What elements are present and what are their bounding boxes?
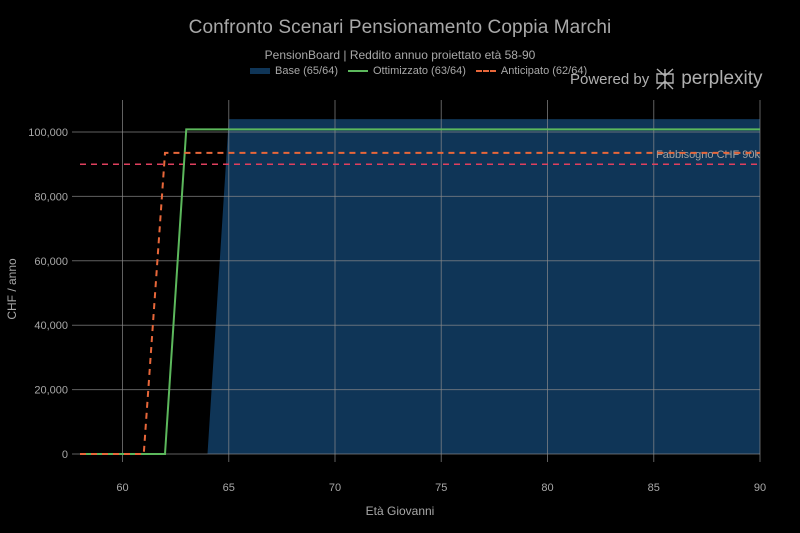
series-line-ottimizzato — [80, 128, 760, 455]
x-tick-label: 75 — [435, 482, 447, 494]
legend-label-ottimizzato: Ottimizzato (63/64) — [372, 65, 466, 77]
y-axis-title: CHF / anno — [5, 258, 19, 320]
series-area-base — [80, 119, 760, 455]
chart-subtitle: PensionBoard | Reddito annuo proiettato … — [264, 48, 536, 62]
legend-swatch-base — [250, 68, 270, 74]
powered-by-text: Powered by — [570, 70, 650, 88]
brand-name: perplexity — [681, 68, 763, 89]
legend-label-base: Base (65/64) — [275, 65, 338, 77]
x-tick-label: 90 — [754, 482, 766, 494]
y-tick-label: 0 — [62, 449, 68, 461]
powered-by-badge: Powered by perplexity — [570, 68, 763, 90]
legend-label-anticipato: Anticipato (62/64) — [500, 65, 588, 77]
x-axis-title: Età Giovanni — [366, 504, 435, 518]
legend-item-base[interactable]: Base (65/64) — [250, 65, 338, 77]
x-tick-label: 70 — [329, 482, 341, 494]
series-line-anticipato — [80, 151, 760, 455]
legend-swatch-anticipato — [475, 70, 496, 72]
legend-item-ottimizzato[interactable]: Ottimizzato (63/64) — [347, 65, 466, 77]
reference-line-label: Fabbisogno CHF 90k — [656, 149, 760, 161]
chart-title: Confronto Scenari Pensionamento Coppia M… — [188, 17, 612, 38]
y-tick-label: 20,000 — [34, 385, 68, 397]
legend-swatch-ottimizzato — [347, 70, 368, 72]
y-tick-label: 100,000 — [28, 127, 68, 139]
perplexity-logo-icon — [656, 68, 674, 90]
x-tick-label: 60 — [116, 482, 128, 494]
x-tick-label: 80 — [541, 482, 553, 494]
y-tick-label: 60,000 — [34, 256, 68, 268]
x-tick-label: 65 — [223, 482, 235, 494]
y-tick-label: 80,000 — [34, 191, 68, 203]
y-tick-label: 40,000 — [34, 320, 68, 332]
legend-item-anticipato[interactable]: Anticipato (62/64) — [475, 65, 588, 77]
legend: Base (65/64) Ottimizzato (63/64) Anticip… — [250, 65, 593, 77]
x-tick-label: 85 — [648, 482, 660, 494]
